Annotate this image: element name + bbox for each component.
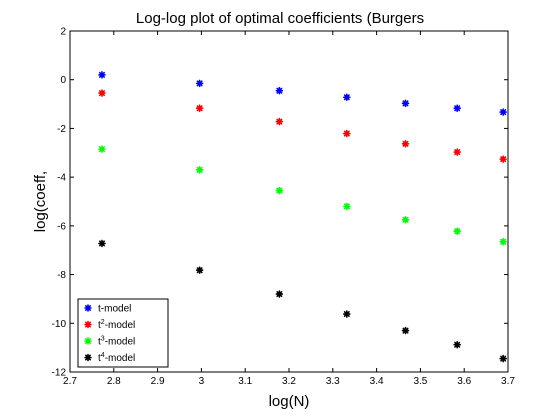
y-tick-label: -12 <box>52 368 67 379</box>
legend-marker <box>84 304 92 312</box>
y-tick-label: -6 <box>57 221 66 232</box>
data-point <box>401 139 410 148</box>
data-point <box>343 310 351 318</box>
data-point <box>195 166 204 174</box>
data-point <box>275 290 284 298</box>
series-1 <box>98 71 507 116</box>
legend-marker <box>84 320 92 329</box>
data-point <box>499 237 507 246</box>
data-point <box>98 89 106 97</box>
chart-title: Log-log plot of optimal coefficients (Bu… <box>136 10 424 27</box>
data-point <box>98 71 106 79</box>
data-point <box>401 99 410 108</box>
data-point <box>343 129 351 138</box>
data-point <box>195 79 204 88</box>
data-point <box>275 186 284 195</box>
data-point <box>401 215 410 224</box>
series-3 <box>98 145 507 246</box>
legend-entry: t4-model <box>98 352 135 364</box>
data-point <box>453 148 461 156</box>
data-point <box>343 202 351 211</box>
y-tick-label: -10 <box>52 319 67 330</box>
data-point <box>499 108 507 116</box>
x-tick-label: 3.2 <box>282 376 296 387</box>
legend-entry: t-model <box>98 304 131 315</box>
x-tick-label: 3 <box>199 376 205 387</box>
data-point <box>499 155 507 163</box>
legend-entry: t3-model <box>98 336 135 348</box>
axis-ticks: 2.7 2.8 2.9 3 3.1 3.2 3.3 3.4 3.5 3.6 3.7 -12 -10 -8 -… <box>52 27 516 388</box>
y-tick-label: -8 <box>57 270 66 281</box>
x-tick-label: 3.6 <box>457 376 471 387</box>
data-points <box>98 71 507 363</box>
x-tick-label: 3.4 <box>370 376 384 387</box>
data-point <box>275 117 284 126</box>
x-tick-label: 2.7 <box>63 376 77 387</box>
y-tick-label: 0 <box>60 75 66 86</box>
x-tick-label: 2.8 <box>107 376 121 387</box>
x-tick-label: 3.1 <box>238 376 252 387</box>
data-point <box>453 340 461 349</box>
x-tick-label: 3.5 <box>413 376 427 387</box>
series-2 <box>98 89 507 163</box>
legend-entry: t2-model <box>98 319 135 331</box>
legend: t-model t2-model t3-model t4-model <box>77 298 169 368</box>
x-axis-label: log(N) <box>269 393 310 410</box>
y-axis-label: log(coeff, <box>32 171 49 232</box>
data-point <box>401 326 410 335</box>
data-point <box>453 104 461 113</box>
y-tick-label: -4 <box>57 173 66 184</box>
data-point <box>275 86 284 95</box>
legend-box <box>77 298 169 368</box>
data-point <box>98 239 106 248</box>
x-tick-label: 2.9 <box>151 376 165 387</box>
x-tick-label: 3.7 <box>501 376 515 387</box>
series-4 <box>98 239 507 363</box>
x-tick-label: 3.3 <box>326 376 340 387</box>
data-point <box>453 227 461 236</box>
data-point <box>98 145 106 153</box>
legend-marker <box>84 353 92 362</box>
y-tick-label: -2 <box>57 124 66 135</box>
data-point <box>499 354 507 363</box>
y-tick-label: 2 <box>60 27 66 38</box>
data-point <box>195 104 204 113</box>
data-point <box>343 93 351 102</box>
data-point <box>195 266 204 274</box>
legend-marker <box>84 337 92 345</box>
